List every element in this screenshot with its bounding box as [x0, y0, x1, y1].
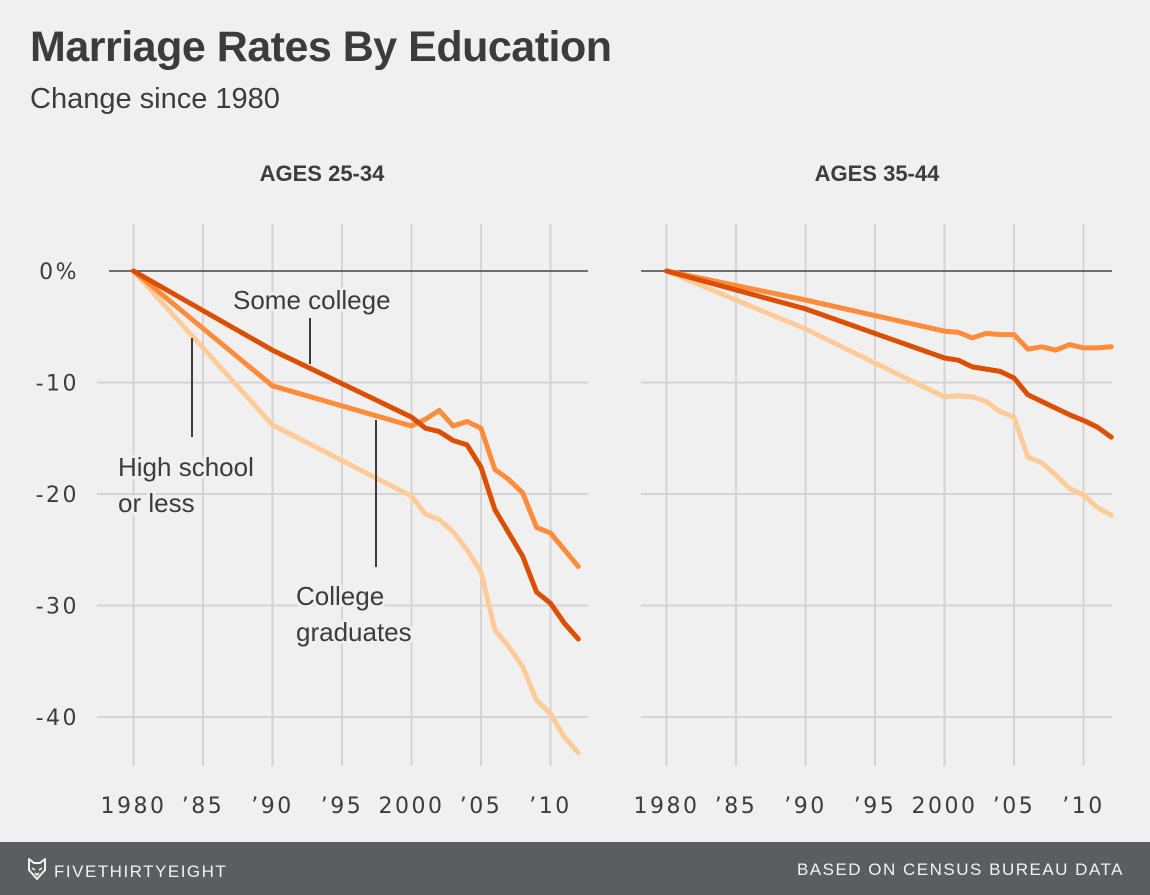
- footer-bar: FIVETHIRTYEIGHT BASED ON CENSUS BUREAU D…: [0, 842, 1150, 895]
- x-tick-label: ’95: [321, 794, 364, 819]
- brand-name: FIVETHIRTYEIGHT: [54, 861, 228, 881]
- panel-title: AGES 35-44: [815, 161, 940, 186]
- chart-panel-1: AGES 25-34 1980 ’85 ’90 ’95 2000 ’05 ’10 0% -10 -2…: [36, 161, 588, 819]
- annotation-label: graduates: [296, 617, 412, 647]
- x-tick-label: ’90: [251, 794, 294, 819]
- y-tick-label: -30: [36, 595, 79, 620]
- y-tick-label: 0%: [39, 260, 79, 285]
- series-line-some-college: [131, 268, 581, 642]
- annotation-label: or less: [118, 488, 195, 518]
- annotation-label: College: [296, 581, 384, 611]
- x-tick-label: ’10: [529, 794, 572, 819]
- x-tick-label: ’95: [854, 794, 897, 819]
- series-line-high-school-or-less: [131, 268, 581, 756]
- panel-title: AGES 25-34: [260, 161, 385, 186]
- x-tick-label: ’10: [1062, 794, 1105, 819]
- annotation-some-college: Some college: [230, 282, 394, 364]
- x-tick-label: ’05: [993, 794, 1036, 819]
- y-tick-label: -20: [36, 483, 79, 508]
- fox-logo-icon: [28, 858, 46, 885]
- annotation-high-school-or-less: High school or less: [115, 338, 257, 521]
- chart-title: Marriage Rates By Education: [30, 23, 612, 71]
- x-tick-label: 1980: [634, 794, 700, 819]
- series-line-college-graduates: [664, 268, 1114, 353]
- brand: FIVETHIRTYEIGHT: [28, 858, 227, 885]
- x-tick-label: ’85: [715, 794, 758, 819]
- x-tick-label: 1980: [101, 794, 167, 819]
- annotation-label: Some college: [233, 285, 391, 315]
- x-tick-label: ’90: [784, 794, 827, 819]
- x-tick-label: 2000: [912, 794, 978, 819]
- data-source: BASED ON CENSUS BUREAU DATA: [796, 860, 1124, 879]
- y-tick-label: -40: [36, 706, 79, 731]
- chart-subtitle: Change since 1980: [30, 83, 280, 115]
- y-tick-label: -10: [36, 372, 79, 397]
- x-tick-label: 2000: [379, 794, 445, 819]
- series-line-some-college: [664, 268, 1114, 440]
- annotation-college-graduates: College graduates: [293, 420, 415, 650]
- annotation-label: High school: [118, 452, 254, 482]
- series-line-college-graduates: [131, 268, 581, 569]
- x-tick-label: ’85: [182, 794, 225, 819]
- x-tick-label: ’05: [460, 794, 503, 819]
- chart-panel-2: AGES 35-44 1980 ’85 ’90 ’95 2000 ’05 ’10: [634, 161, 1114, 819]
- chart-area: AGES 25-34 1980 ’85 ’90 ’95 2000 ’05 ’10 0% -10 -2…: [36, 161, 1114, 819]
- series-line-high-school-or-less: [664, 268, 1114, 518]
